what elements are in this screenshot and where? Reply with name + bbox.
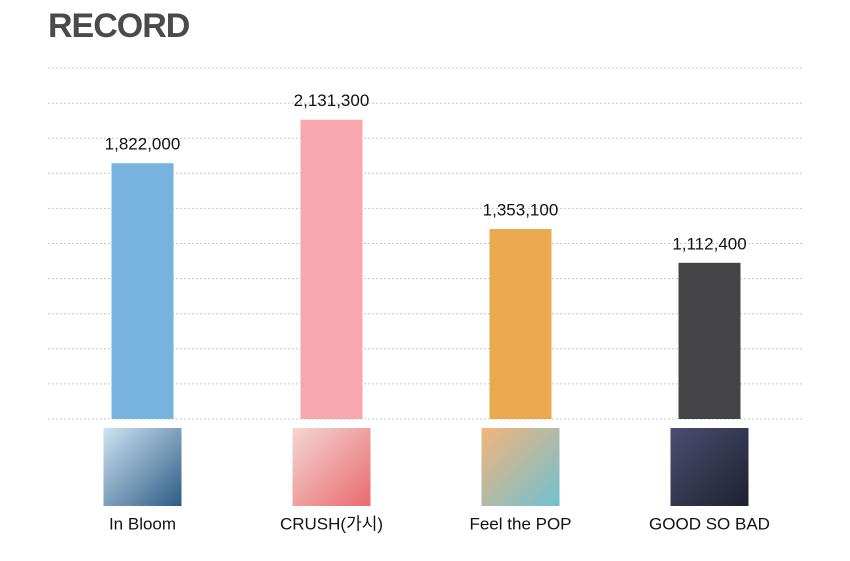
- x-tick-label: Feel the POP: [469, 514, 571, 533]
- bar: [300, 119, 363, 420]
- x-tick-label: In Bloom: [109, 514, 176, 533]
- album-cover: [103, 428, 182, 506]
- chart-title: RECORD: [48, 7, 190, 45]
- bar: [489, 229, 552, 419]
- x-tick-label: CRUSH(가시): [280, 514, 383, 533]
- value-label: 1,112,400: [672, 234, 746, 253]
- x-tick-label: GOOD SO BAD: [649, 514, 770, 533]
- value-label: 2,131,300: [294, 91, 370, 110]
- album-cover: [292, 428, 371, 506]
- value-label: 1,822,000: [105, 135, 181, 154]
- bar: [678, 262, 741, 419]
- album-cover: [670, 428, 749, 506]
- album-cover: [481, 428, 560, 506]
- value-label: 1,353,100: [483, 201, 559, 220]
- bar: [111, 163, 174, 419]
